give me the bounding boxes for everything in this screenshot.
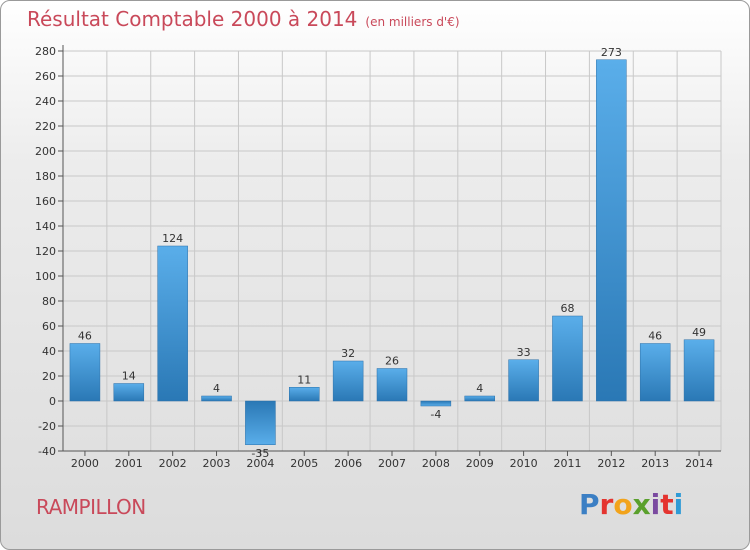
- ytick-label: 280: [35, 45, 56, 58]
- bar-2004: [245, 400, 276, 445]
- bar-2010: [508, 359, 539, 402]
- ytick-label: 200: [35, 145, 56, 158]
- bar-2013: [639, 343, 671, 402]
- xtick-label: 2008: [422, 457, 450, 470]
- data-label: 4: [476, 382, 483, 395]
- data-labels: 46 14 124 4 -35 11 32 26 -4 4 33 68 273 46 49: [78, 46, 706, 460]
- xtick-label: 2011: [553, 457, 581, 470]
- logo-letter-p: P: [579, 488, 600, 521]
- axes: -40 -20 0 20 40 60 80 100 120 140 160 180 200 220 240 2…: [35, 45, 721, 470]
- xtick-label: 2006: [334, 457, 362, 470]
- ytick-label: -20: [38, 420, 56, 433]
- bar-2014: [683, 339, 715, 402]
- bar-2002: [157, 245, 188, 402]
- data-label: 14: [122, 370, 136, 383]
- ytick-label: -40: [38, 445, 56, 458]
- ytick-label: 140: [35, 220, 56, 233]
- data-label: 124: [162, 232, 183, 245]
- logo-letter-x: x: [632, 488, 651, 521]
- xtick-label: 2012: [597, 457, 625, 470]
- logo-letter-r: r: [599, 488, 614, 521]
- bar-2000: [69, 343, 101, 402]
- ytick-label: 180: [35, 170, 56, 183]
- logo-letter-i: i: [650, 488, 661, 521]
- bar-2009: [464, 395, 495, 402]
- bar-2001: [113, 383, 145, 402]
- chart-title: Résultat Comptable 2000 à 2014 (en millie…: [27, 7, 460, 31]
- data-label: 49: [692, 326, 706, 339]
- ytick-label: 0: [49, 395, 56, 408]
- xtick-label: 2003: [203, 457, 231, 470]
- bar-2008: [420, 400, 452, 407]
- xtick-label: 2013: [641, 457, 669, 470]
- bars: [69, 59, 715, 445]
- data-label: 68: [560, 302, 574, 315]
- municipality-name: RAMPILLON: [36, 495, 146, 519]
- data-label: -35: [251, 447, 269, 460]
- ytick-label: 160: [35, 195, 56, 208]
- xtick-label: 2005: [290, 457, 318, 470]
- bar-2011: [552, 315, 583, 402]
- data-label: 33: [517, 346, 531, 359]
- xtick-label: 2004: [246, 457, 274, 470]
- xtick-label: 2009: [466, 457, 494, 470]
- xtick-label: 2000: [71, 457, 99, 470]
- ytick-label: 60: [42, 320, 56, 333]
- ytick-label: 120: [35, 245, 56, 258]
- data-label: 11: [297, 373, 311, 386]
- ytick-label: 20: [42, 370, 56, 383]
- title-text: Résultat Comptable 2000 à 2014: [27, 7, 358, 31]
- proxiti-logo[interactable]: Proxiti Proxiti: [579, 488, 683, 521]
- data-label: 26: [385, 355, 399, 368]
- ytick-label: 220: [35, 120, 56, 133]
- data-label: 32: [341, 347, 355, 360]
- ytick-label: 40: [42, 345, 56, 358]
- ytick-label: 260: [35, 70, 56, 83]
- logo-letter-o: o: [613, 488, 633, 521]
- xtick-label: 2014: [685, 457, 713, 470]
- bar-2005: [289, 387, 320, 402]
- xtick-label: 2001: [115, 457, 143, 470]
- xtick-label: 2002: [159, 457, 187, 470]
- data-label: 46: [78, 330, 92, 343]
- logo-letter-t: t: [660, 488, 674, 521]
- bar-2007: [376, 368, 408, 402]
- data-label: 46: [648, 330, 662, 343]
- xtick-label: 2010: [510, 457, 538, 470]
- data-label: -4: [430, 408, 441, 421]
- data-label: 273: [601, 46, 622, 59]
- logo-letter-i2: i: [673, 488, 684, 521]
- ytick-label: 240: [35, 95, 56, 108]
- title-unit: (en milliers d'€): [365, 15, 460, 29]
- bar-2012: [596, 59, 627, 402]
- ytick-label: 80: [42, 295, 56, 308]
- ytick-label: 100: [35, 270, 56, 283]
- data-label: 4: [213, 382, 220, 395]
- xtick-label: 2007: [378, 457, 406, 470]
- bar-2003: [201, 395, 232, 402]
- bar-2006: [332, 360, 364, 402]
